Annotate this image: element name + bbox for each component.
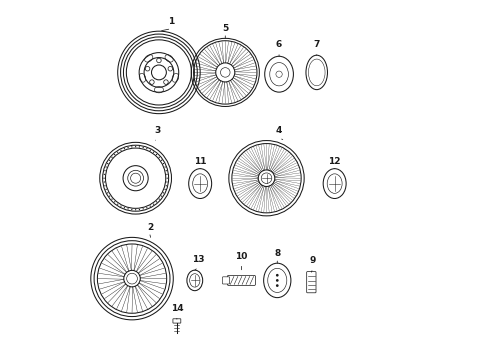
- Ellipse shape: [265, 56, 294, 92]
- Circle shape: [104, 174, 105, 175]
- Circle shape: [167, 177, 168, 179]
- Circle shape: [163, 163, 164, 164]
- Circle shape: [165, 189, 166, 190]
- Text: 1: 1: [169, 17, 174, 26]
- Text: 6: 6: [276, 40, 282, 49]
- Ellipse shape: [189, 169, 212, 198]
- Circle shape: [156, 201, 157, 202]
- Text: 9: 9: [310, 256, 317, 265]
- Circle shape: [146, 207, 147, 208]
- Circle shape: [146, 148, 147, 149]
- Ellipse shape: [306, 55, 327, 90]
- Circle shape: [139, 146, 140, 148]
- Circle shape: [166, 181, 168, 183]
- Circle shape: [276, 284, 279, 287]
- Circle shape: [114, 201, 115, 202]
- Circle shape: [149, 150, 151, 151]
- Circle shape: [111, 198, 113, 200]
- Circle shape: [276, 274, 279, 276]
- Circle shape: [166, 174, 168, 175]
- Circle shape: [124, 207, 125, 208]
- Circle shape: [131, 146, 132, 148]
- Ellipse shape: [323, 169, 346, 198]
- Circle shape: [156, 154, 157, 155]
- Circle shape: [159, 157, 160, 158]
- Circle shape: [135, 209, 136, 210]
- Text: 13: 13: [192, 255, 205, 264]
- Text: 4: 4: [276, 126, 282, 135]
- Circle shape: [143, 147, 144, 148]
- Text: 14: 14: [171, 304, 183, 313]
- Circle shape: [111, 157, 113, 158]
- Circle shape: [109, 195, 110, 197]
- Text: 3: 3: [154, 126, 160, 135]
- Circle shape: [117, 203, 119, 205]
- Circle shape: [124, 148, 125, 149]
- Circle shape: [107, 192, 108, 194]
- Text: 7: 7: [314, 40, 320, 49]
- Text: 5: 5: [222, 24, 228, 33]
- FancyBboxPatch shape: [307, 272, 316, 293]
- Circle shape: [153, 203, 154, 205]
- Circle shape: [161, 195, 162, 197]
- Ellipse shape: [187, 270, 203, 291]
- Circle shape: [159, 198, 160, 200]
- Circle shape: [165, 166, 166, 168]
- Circle shape: [127, 208, 129, 210]
- Ellipse shape: [264, 263, 291, 298]
- Circle shape: [135, 146, 136, 147]
- Circle shape: [258, 170, 275, 186]
- Circle shape: [127, 147, 129, 148]
- Ellipse shape: [308, 59, 325, 86]
- Circle shape: [104, 181, 105, 183]
- FancyBboxPatch shape: [222, 277, 230, 284]
- Text: 11: 11: [194, 157, 206, 166]
- Circle shape: [103, 177, 105, 179]
- Circle shape: [121, 206, 122, 207]
- Circle shape: [166, 185, 167, 186]
- Circle shape: [114, 154, 115, 155]
- Circle shape: [131, 209, 132, 210]
- Circle shape: [109, 159, 110, 161]
- Circle shape: [124, 270, 140, 287]
- Circle shape: [105, 166, 107, 168]
- Text: 10: 10: [235, 252, 247, 261]
- Circle shape: [117, 152, 119, 153]
- FancyBboxPatch shape: [173, 319, 181, 323]
- Circle shape: [104, 170, 106, 171]
- Circle shape: [107, 163, 108, 164]
- Circle shape: [143, 208, 144, 210]
- Circle shape: [161, 159, 162, 161]
- Text: 12: 12: [328, 157, 341, 166]
- FancyBboxPatch shape: [227, 275, 255, 285]
- Circle shape: [139, 209, 140, 210]
- Circle shape: [105, 189, 107, 190]
- Text: 8: 8: [274, 249, 280, 258]
- Circle shape: [104, 185, 106, 186]
- Circle shape: [166, 170, 167, 171]
- Circle shape: [276, 279, 279, 282]
- Text: 2: 2: [147, 223, 153, 232]
- Circle shape: [121, 150, 122, 151]
- Circle shape: [163, 192, 164, 194]
- Circle shape: [216, 63, 235, 82]
- Circle shape: [149, 206, 151, 207]
- Circle shape: [153, 152, 154, 153]
